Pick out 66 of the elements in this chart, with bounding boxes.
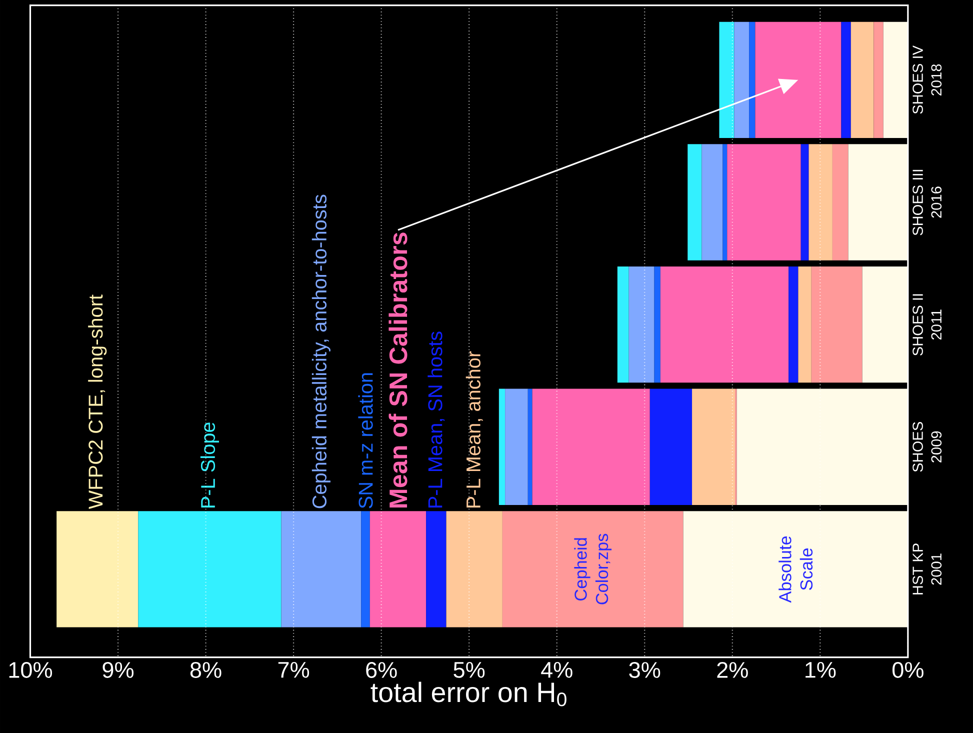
bar [498,388,506,505]
x-tick-label: 9% [102,662,134,678]
bar [138,511,282,628]
x-tick-label: 2% [717,662,748,678]
y-tick-label: SHOES III 2016 [912,170,942,236]
bar [848,144,908,260]
x-tick-label: 4% [541,662,572,678]
bar [841,22,851,138]
y-tick-label: HST KP 2001 [912,544,942,594]
x-tick-label: 0% [892,662,924,678]
bar [56,511,138,628]
bar [800,144,809,260]
x-tick-label: 7% [278,662,310,678]
bar [727,144,801,260]
bar [688,144,702,260]
bar [628,266,654,383]
x-tick-label: 3% [629,662,660,678]
bar [808,144,832,260]
bar [832,144,848,260]
bar [755,22,842,138]
text: WFPC2 CTE, long-short [88,294,107,510]
y-tick-label: SHOES IV 2018 [912,46,942,114]
bar [702,144,723,260]
bar [370,511,426,628]
text: P-L Mean, SN hosts [428,332,445,508]
bar [692,388,736,505]
bar [660,266,789,383]
text: SN m-z relation [358,373,373,508]
bar [528,388,532,505]
x-tick-label: 6% [366,662,397,678]
bar [719,22,734,138]
bar [446,511,502,628]
bar [502,511,684,628]
bar [874,22,884,138]
bar [654,266,660,383]
bar [862,266,908,383]
bar [361,511,370,628]
bar [281,511,362,628]
bar [798,266,812,383]
text: Cepheid metallicity, anchor-to-hosts [312,194,330,508]
bar [749,22,756,138]
bar [850,22,874,138]
bar [883,22,908,138]
bar [811,266,862,383]
bar [650,388,692,505]
text: Mean of SN Calibrators [388,232,408,508]
bar [505,388,528,505]
x-axis-title: total error on H$_{0}$ [370,682,566,706]
bar [532,388,650,505]
text: P-L Slope [200,422,219,508]
bar [788,266,798,383]
y-tick-label: SHOES 2009 [912,422,942,472]
bar [736,388,908,505]
x-tick-label: 5% [454,662,485,678]
bar [426,511,446,628]
y-tick-label: SHOES II 2011 [912,294,942,356]
bar [734,22,750,138]
series-label: Absolute Scale [778,536,813,603]
series-label: Cepheid Color,zps [574,534,612,604]
bar [617,266,629,383]
bar [722,144,728,260]
bar [683,511,908,628]
text: P-L Mean, anchor [466,351,483,508]
x-tick-label: 8% [190,662,222,678]
x-tick-label: 1% [806,662,836,678]
x-tick-label: 10% [9,662,52,678]
